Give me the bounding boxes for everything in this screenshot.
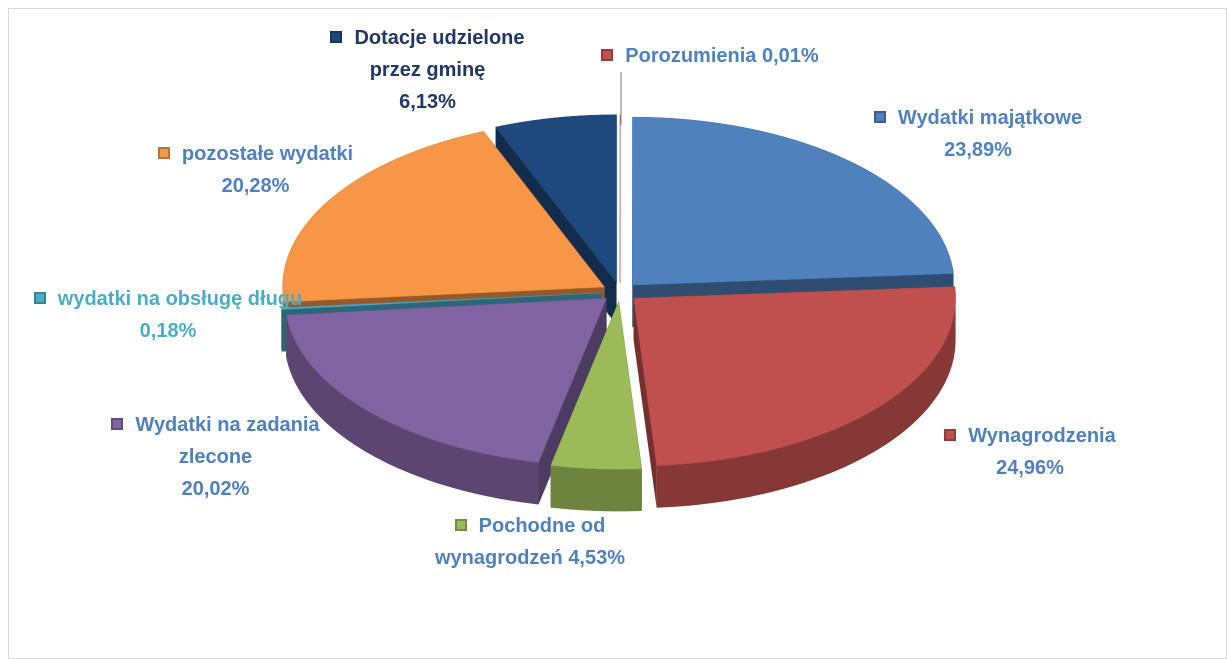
pie-slice bbox=[632, 116, 954, 286]
label-name: Dotacje udzielone przez gminę bbox=[354, 27, 525, 81]
slice-wall bbox=[286, 315, 539, 505]
pie-slice bbox=[281, 292, 603, 310]
data-label: Dotacje udzielone przez gminę 6,13% bbox=[325, 22, 530, 118]
data-label: pozostałe wydatki 20,28% bbox=[108, 138, 403, 202]
slice-side bbox=[538, 298, 607, 505]
slice-wall bbox=[550, 465, 642, 512]
label-value: 20,02% bbox=[181, 478, 250, 500]
legend-marker bbox=[601, 49, 614, 61]
label-name: wydatki na obsługę długu bbox=[57, 288, 303, 310]
slice-wall bbox=[656, 298, 956, 508]
label-value: 23,89% bbox=[944, 139, 1012, 161]
legend-marker bbox=[157, 147, 170, 159]
label-value: 20,28% bbox=[221, 175, 290, 197]
label-name: Wydatki majątkowe bbox=[897, 107, 1083, 129]
label-value: 4,53% bbox=[568, 547, 626, 569]
label-value: 6,13% bbox=[399, 91, 456, 113]
data-label: wydatki na obsługę długu 0,18% bbox=[28, 283, 308, 347]
label-value: 0,01% bbox=[761, 45, 819, 67]
label-name: Wynagrodzenia bbox=[968, 425, 1116, 447]
pie-slice bbox=[495, 114, 617, 284]
data-label: Wynagrodzenia 24,96% bbox=[910, 420, 1150, 484]
pie-slice bbox=[550, 300, 643, 470]
data-label: Wydatki na zadania zlecone 20,02% bbox=[78, 409, 353, 505]
label-name: Wydatki na zadania zlecone bbox=[135, 414, 320, 468]
data-label: Pochodne od wynagrodzeń 4,53% bbox=[400, 510, 660, 574]
pie-slice bbox=[285, 297, 607, 463]
data-label: Porozumienia 0,01% bbox=[570, 40, 850, 72]
label-name: Porozumienia bbox=[625, 45, 757, 67]
pie-slice bbox=[282, 131, 606, 303]
legend-marker bbox=[33, 292, 46, 304]
legend-marker bbox=[111, 418, 124, 430]
legend-marker bbox=[330, 31, 343, 43]
label-name: Pochodne od wynagrodzeń bbox=[434, 515, 606, 569]
legend-marker bbox=[873, 111, 886, 123]
pie-tops bbox=[281, 114, 956, 470]
label-value: 24,96% bbox=[996, 457, 1064, 479]
label-name: pozostałe wydatki bbox=[181, 143, 354, 165]
legend-marker bbox=[454, 519, 467, 531]
data-label: Wydatki majątkowe 23,89% bbox=[838, 102, 1118, 166]
label-value: 0,18% bbox=[139, 320, 197, 342]
slice-side bbox=[633, 298, 657, 508]
legend-marker bbox=[944, 429, 957, 441]
pie-slice bbox=[633, 286, 956, 466]
